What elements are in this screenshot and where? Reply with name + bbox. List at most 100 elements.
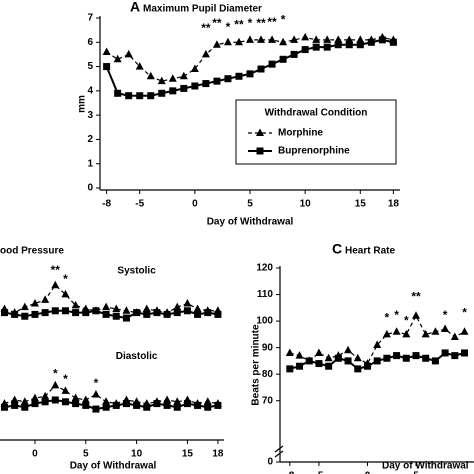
triangle-marker (431, 327, 440, 335)
triangle-marker (323, 35, 332, 43)
square-marker (112, 401, 120, 409)
triangle-marker (412, 311, 420, 319)
x-tick-label: -8 (102, 199, 111, 210)
triangle-marker (30, 393, 39, 402)
triangle-marker (193, 304, 202, 312)
square-marker (11, 310, 19, 318)
triangle-marker (285, 348, 294, 356)
square-marker (183, 307, 191, 315)
square-marker (163, 310, 171, 318)
triangle-marker (324, 353, 333, 362)
triangle-marker (295, 351, 304, 359)
triangle-marker (314, 348, 323, 356)
square-marker (143, 403, 151, 411)
triangle-marker (91, 390, 100, 398)
panel-label: C (332, 241, 342, 257)
x-tick-label: 10 (300, 199, 312, 210)
triangle-marker (201, 49, 210, 58)
triangle-marker (173, 302, 182, 311)
panel-label: A (130, 0, 140, 15)
annotation: ** (411, 289, 421, 303)
triangle-marker (61, 386, 70, 394)
y-tick-label: 100 (256, 316, 273, 327)
series-line (4, 284, 218, 314)
series-line (4, 309, 219, 320)
series-line (289, 314, 465, 365)
triangle-marker (135, 62, 144, 70)
triangle-marker (112, 304, 121, 312)
triangle-marker (279, 37, 288, 46)
square-marker (402, 354, 410, 362)
square-marker (286, 365, 294, 373)
square-marker (51, 307, 59, 315)
square-marker (246, 70, 254, 78)
x-tick-label: 5 (247, 199, 253, 210)
triangle-marker (256, 128, 264, 136)
x-tick-label: 0 (365, 471, 371, 474)
square-marker (112, 312, 120, 320)
square-marker (125, 92, 133, 100)
annotation: * (53, 367, 58, 381)
y-tick-label: 5 (87, 61, 93, 72)
square-marker (72, 309, 80, 317)
y-axis-label: mm (77, 95, 88, 113)
square-marker (378, 36, 386, 44)
square-marker (268, 60, 276, 68)
square-marker (373, 357, 381, 365)
square-marker (11, 401, 19, 409)
x-axis-label: Day of Withdrawal (382, 461, 469, 472)
square-marker (180, 84, 188, 92)
square-marker (204, 309, 212, 317)
series-line (4, 398, 219, 411)
triangle-marker (183, 299, 192, 307)
square-marker (133, 309, 141, 317)
chart-title: Heart Rate (345, 246, 395, 257)
triangle-marker (30, 299, 39, 307)
y-tick-label: 110 (257, 289, 274, 300)
triangle-marker (301, 32, 310, 41)
square-marker (21, 312, 29, 320)
square-marker (61, 307, 69, 315)
annotation: ** (51, 263, 61, 277)
triangle-marker (102, 47, 111, 55)
square-marker (323, 43, 331, 51)
x-tick-label: -5 (314, 471, 323, 474)
triangle-marker (290, 35, 299, 43)
triangle-marker (382, 329, 391, 338)
triangle-marker (421, 329, 430, 338)
square-marker (82, 309, 90, 317)
y-tick-label: 90 (262, 342, 274, 353)
square-marker (279, 55, 287, 63)
square-marker (21, 403, 29, 411)
annotation: ** (267, 15, 277, 29)
square-marker (422, 354, 430, 362)
square-marker (256, 147, 264, 155)
annotation: * (63, 272, 68, 286)
legend-label: Morphine (278, 128, 323, 139)
triangle-marker (212, 40, 221, 48)
triangle-marker (20, 397, 29, 405)
triangle-marker (460, 327, 469, 335)
square-marker (173, 309, 181, 317)
triangle-marker (344, 345, 353, 354)
triangle-marker (71, 300, 80, 309)
square-marker (367, 38, 375, 46)
annotation: * (226, 20, 231, 34)
x-axis-label: Day of Withdrawal (207, 217, 294, 228)
square-marker (173, 403, 181, 411)
square-marker (356, 41, 364, 49)
square-marker (31, 400, 39, 408)
axis-break (274, 445, 284, 453)
square-marker (143, 310, 151, 318)
triangle-marker (190, 64, 199, 72)
y-tick-label: 2 (87, 134, 93, 145)
triangle-marker (353, 353, 362, 362)
square-marker (147, 92, 155, 100)
x-tick-label: 18 (388, 199, 400, 210)
square-marker (305, 357, 313, 365)
square-marker (441, 349, 449, 357)
square-marker (325, 362, 333, 370)
x-tick-label: 18 (212, 449, 224, 460)
square-marker (214, 310, 222, 318)
